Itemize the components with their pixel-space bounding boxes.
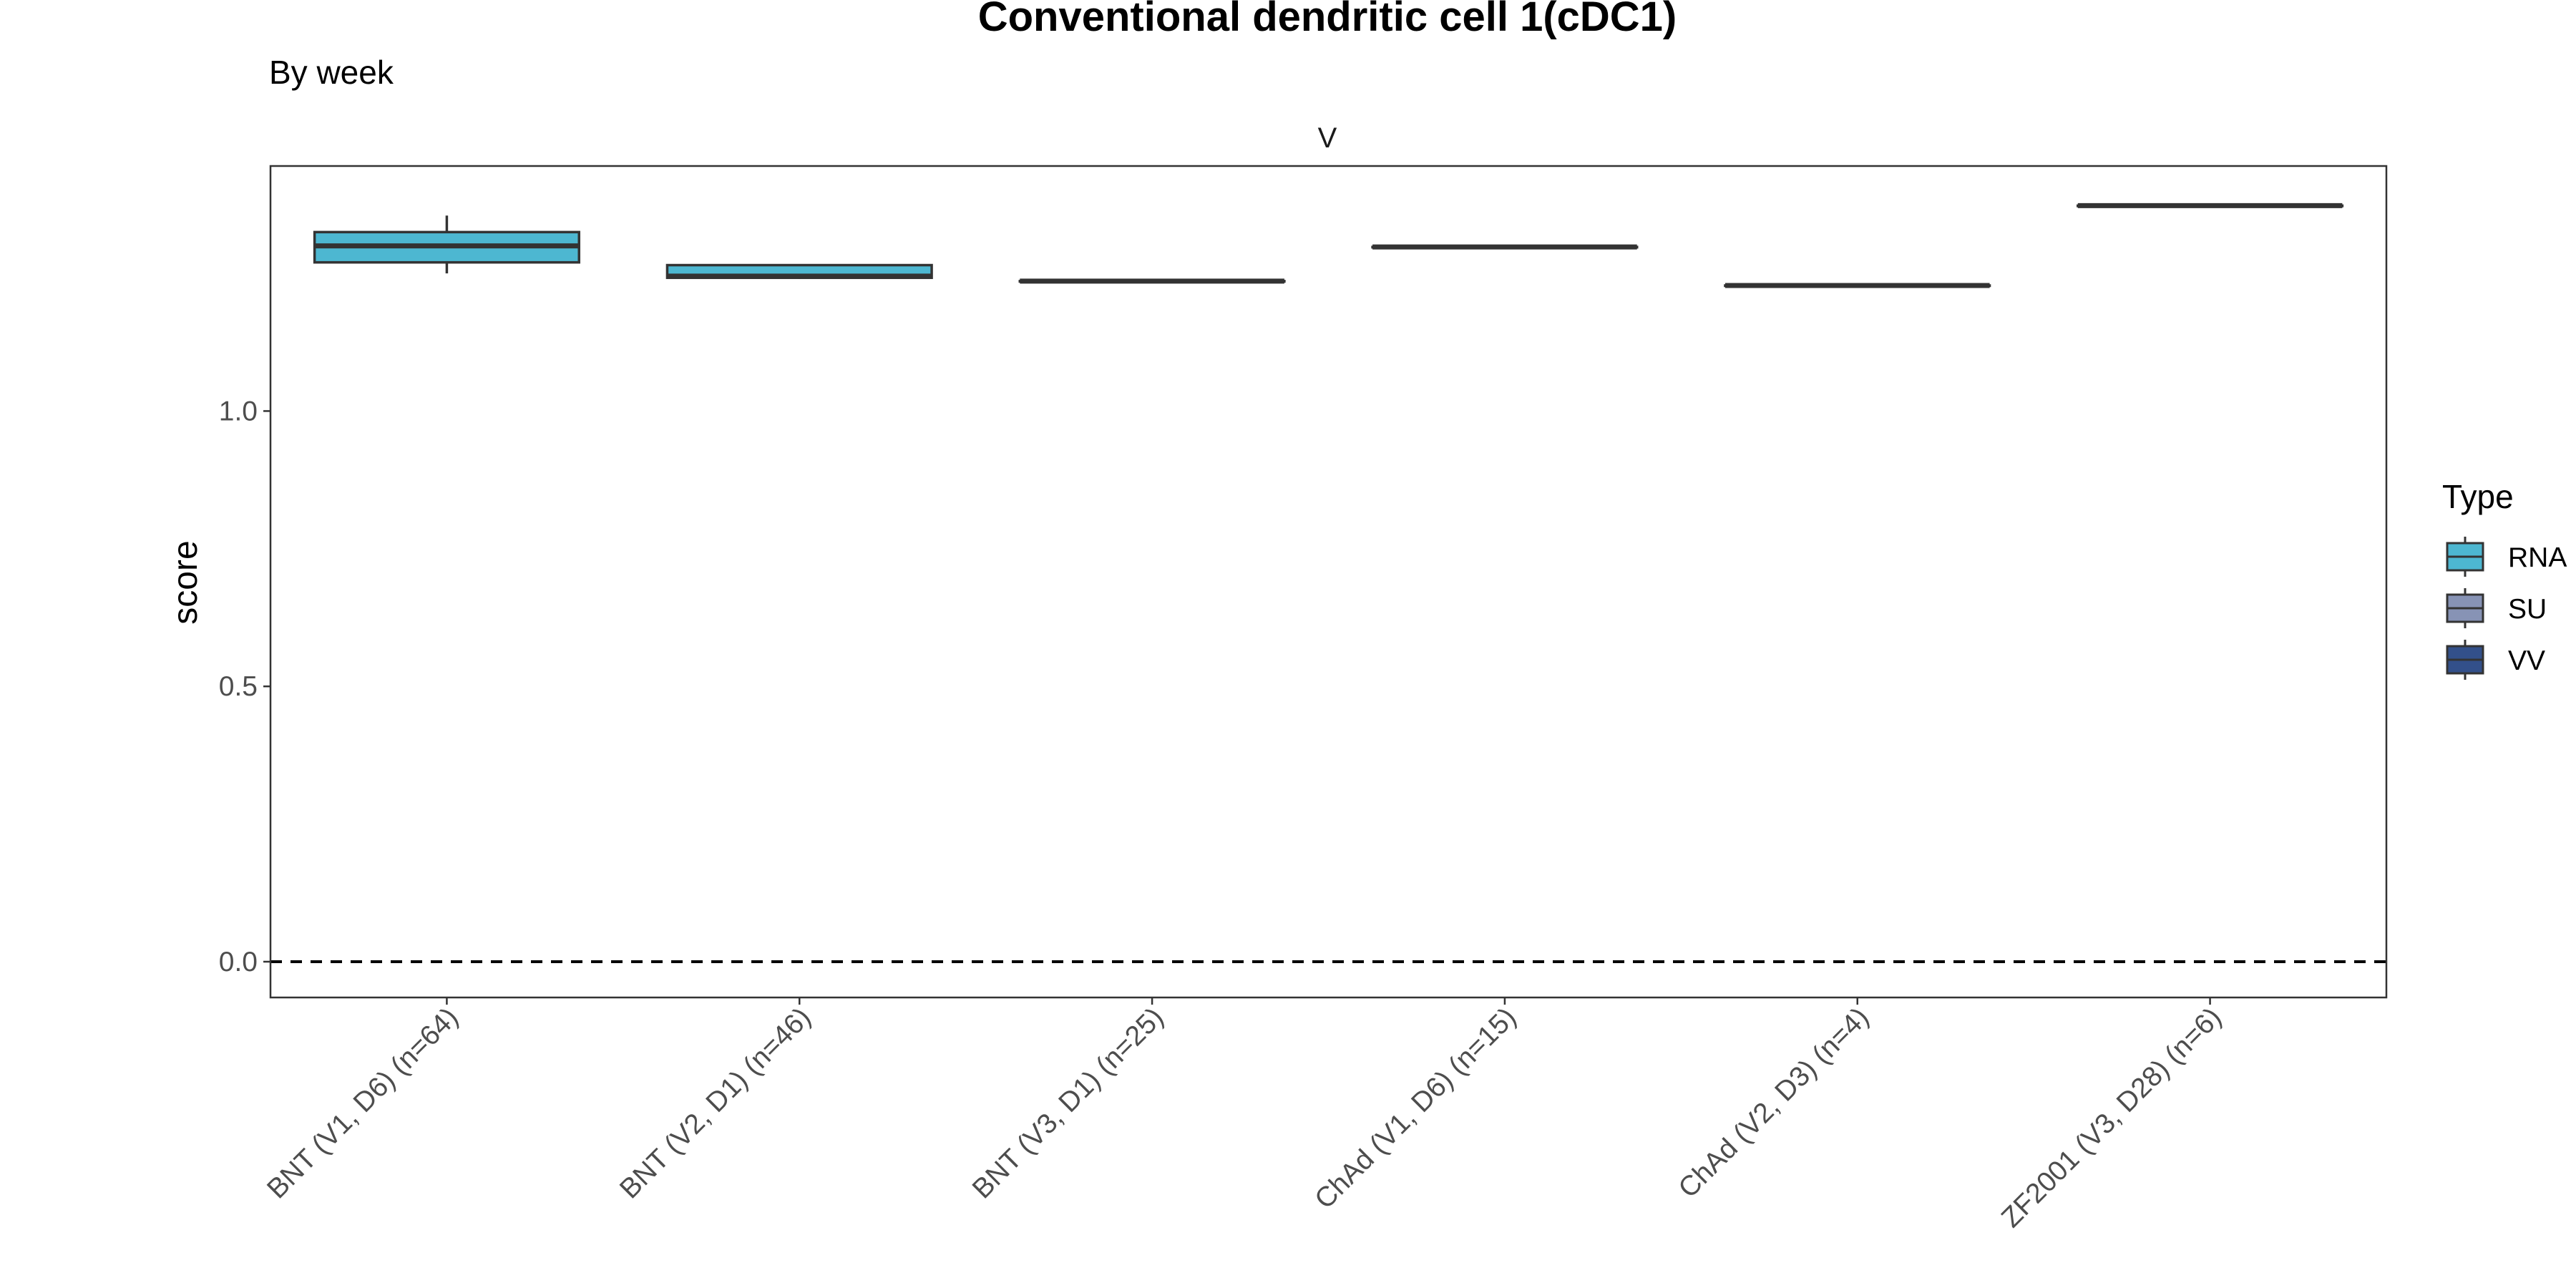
box-3 <box>1018 278 1286 284</box>
chart-subtitle: By week <box>269 54 394 91</box>
panel-background <box>270 166 2386 997</box>
legend-item-vv: VV <box>2446 640 2545 680</box>
x-tick-label: BNT (V3, D1) (n=25) <box>967 1002 1170 1205</box>
plot-area: 0.0 0.5 1.0 BNT (V1, D6) (n=64) BNT (V2, D1)… <box>219 165 2567 1234</box>
box-4 <box>1371 244 1639 250</box>
x-tick-label: ChAd (V2, D3) (n=4) <box>1673 1002 1875 1204</box>
legend-label: VV <box>2508 645 2545 676</box>
y-tick-label: 0.0 <box>219 947 258 977</box>
legend-item-rna: RNA <box>2446 537 2567 577</box>
box-2 <box>665 263 933 279</box>
box-6 <box>2077 203 2344 208</box>
panel-border <box>269 165 2388 999</box>
x-tick-label: BNT (V2, D1) (n=46) <box>614 1002 817 1205</box>
chart-title: Conventional dendritic cell 1(cDC1) <box>978 0 1677 40</box>
y-tick-label: 0.5 <box>219 671 258 702</box>
y-axis-label: score <box>167 540 205 624</box>
legend-label: SU <box>2508 594 2547 625</box>
x-tick-label: BNT (V1, D6) (n=64) <box>261 1002 464 1205</box>
x-tick-label: ZF2001 (V3, D28) (n=6) <box>1996 1002 2228 1234</box>
legend-label: RNA <box>2508 542 2567 573</box>
box-1 <box>313 215 580 274</box>
y-tick-label: 1.0 <box>219 396 258 426</box>
legend-title: Type <box>2442 478 2514 515</box>
x-tick-label: ChAd (V1, D6) (n=15) <box>1309 1002 1522 1215</box>
facet-label: V <box>1318 122 1337 154</box>
legend-item-su: SU <box>2446 588 2547 628</box>
